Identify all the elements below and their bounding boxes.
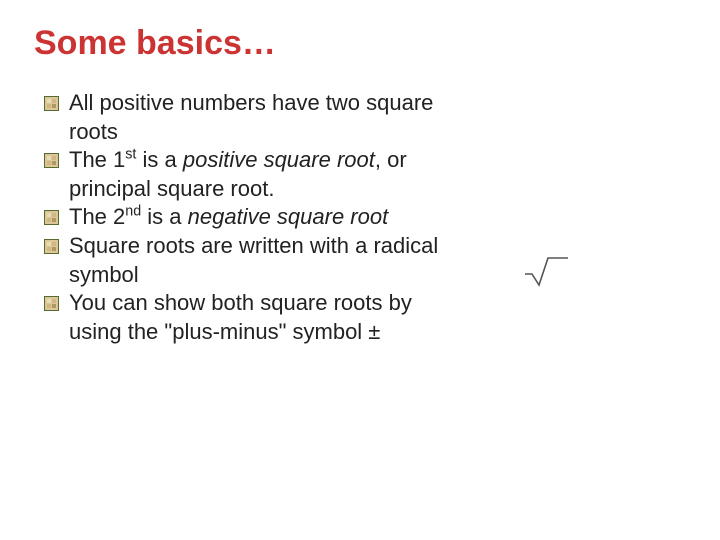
italic-text: negative square root — [188, 204, 389, 229]
superscript: st — [125, 147, 136, 163]
text-fragment: The 1 — [69, 147, 125, 172]
bullet-text: The 1st is a positive square root, or pr… — [69, 146, 464, 203]
radical-symbol — [520, 252, 570, 290]
bullet-icon — [44, 239, 59, 254]
slide: Some basics… All positive numbers have t… — [0, 0, 720, 370]
list-item: Square roots are written with a radical … — [44, 232, 464, 289]
list-item: The 1st is a positive square root, or pr… — [44, 146, 464, 203]
bullet-icon — [44, 96, 59, 111]
list-item: The 2nd is a negative square root — [44, 203, 464, 232]
bullet-text: All positive numbers have two square roo… — [69, 89, 464, 146]
text-fragment: is a — [141, 204, 187, 229]
bullet-icon — [44, 210, 59, 225]
bullet-text: The 2nd is a negative square root — [69, 203, 464, 232]
list-item: You can show both square roots by using … — [44, 289, 464, 346]
bullet-icon — [44, 296, 59, 311]
list-item: All positive numbers have two square roo… — [44, 89, 464, 146]
text-fragment: is a — [136, 147, 182, 172]
bullet-list: All positive numbers have two square roo… — [34, 89, 464, 346]
bullet-text: You can show both square roots by using … — [69, 289, 464, 346]
bullet-icon — [44, 153, 59, 168]
italic-text: positive square root — [183, 147, 375, 172]
slide-title: Some basics… — [34, 24, 686, 63]
text-fragment: The 2 — [69, 204, 125, 229]
bullet-text: Square roots are written with a radical … — [69, 232, 464, 289]
superscript: nd — [125, 204, 141, 220]
